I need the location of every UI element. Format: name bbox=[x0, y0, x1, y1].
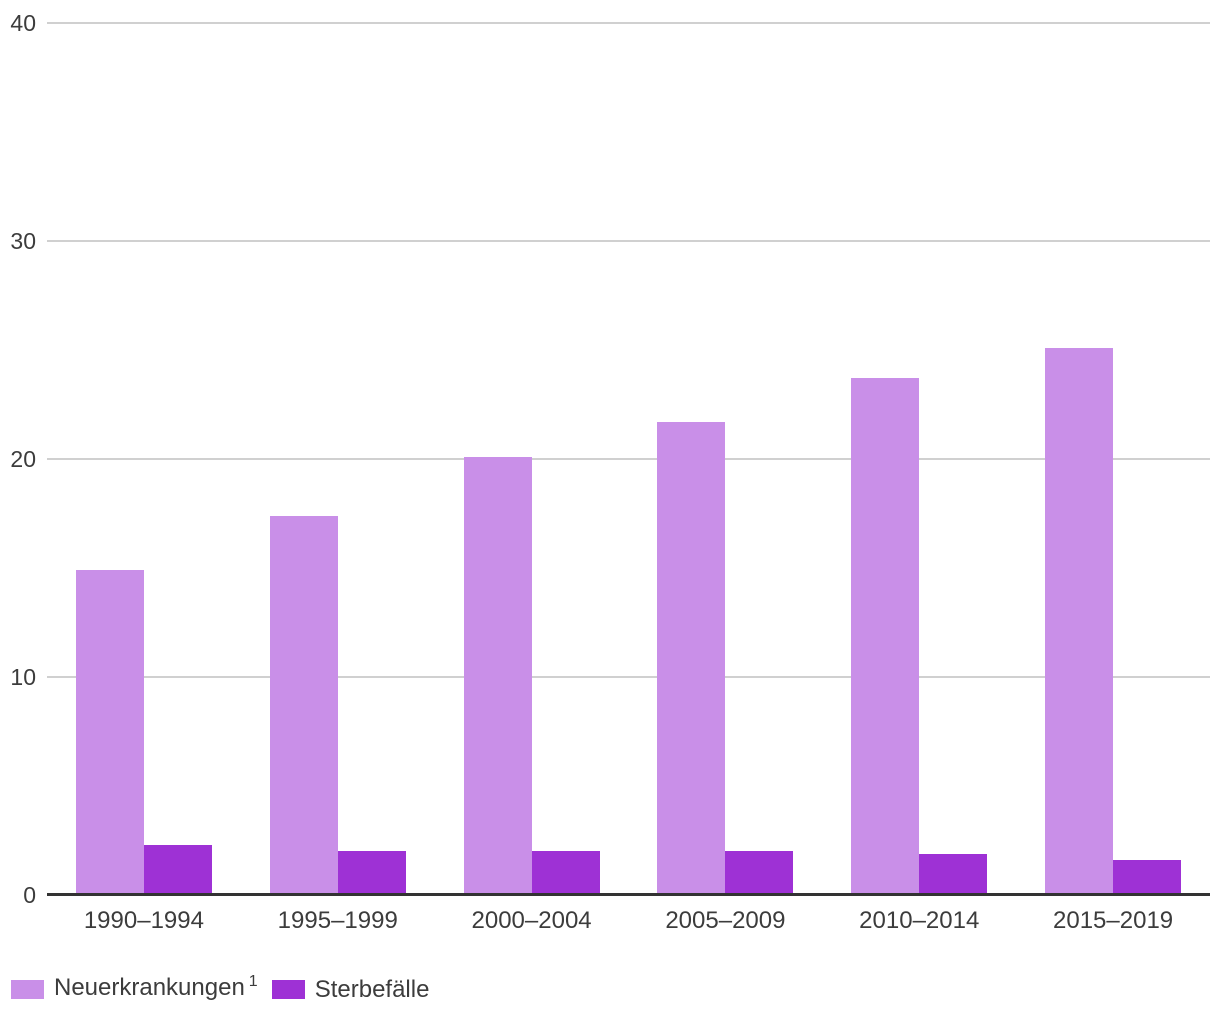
bar-neuerkrankungen-4 bbox=[851, 378, 920, 895]
legend-label-neuerkrankungen: Neuerkrankungen 1 bbox=[54, 973, 258, 1001]
x-axis-line bbox=[47, 893, 1210, 896]
legend-item-sterbefaelle: Sterbefälle bbox=[271, 975, 430, 1003]
legend-swatch-neuerkrankungen bbox=[11, 980, 44, 999]
bar-sterbefaelle-1 bbox=[337, 851, 406, 895]
x-axis-category-label-0: 1990–1994 bbox=[83, 907, 204, 934]
legend-label-sterbefaelle: Sterbefälle bbox=[314, 975, 430, 1003]
bar-neuerkrankungen-2 bbox=[463, 456, 532, 895]
y-axis-tick-label-20: 20 bbox=[10, 446, 36, 472]
bar-sterbefaelle-3 bbox=[725, 851, 794, 895]
legend: Neuerkrankungen 1 Sterbefälle bbox=[11, 973, 430, 1004]
bar-sterbefaelle-4 bbox=[919, 853, 988, 895]
x-axis-category-label-1: 1995–1999 bbox=[277, 907, 398, 934]
x-axis-category-label-4: 2010–2014 bbox=[859, 907, 980, 934]
legend-item-neuerkrankungen: Neuerkrankungen 1 bbox=[11, 973, 258, 1004]
gridline-20 bbox=[47, 458, 1210, 460]
bar-neuerkrankungen-3 bbox=[657, 421, 726, 895]
legend-swatch-sterbefaelle bbox=[271, 980, 305, 999]
y-axis-tick-label-30: 30 bbox=[10, 228, 36, 254]
gridline-30 bbox=[47, 240, 1210, 242]
legend-footnote-marker: 1 bbox=[248, 973, 258, 990]
bar-sterbefaelle-5 bbox=[1113, 860, 1182, 895]
x-axis-category-label-2: 2000–2004 bbox=[471, 907, 592, 934]
x-axis-category-label-3: 2005–2009 bbox=[665, 907, 786, 934]
bar-neuerkrankungen-0 bbox=[75, 570, 144, 895]
bar-sterbefaelle-0 bbox=[143, 844, 212, 895]
bar-sterbefaelle-2 bbox=[531, 851, 600, 895]
gridline-40 bbox=[47, 22, 1210, 24]
bar-neuerkrankungen-5 bbox=[1045, 347, 1114, 895]
y-axis-tick-label-10: 10 bbox=[10, 664, 36, 690]
y-axis-tick-label-0: 0 bbox=[23, 882, 36, 908]
y-axis-tick-label-40: 40 bbox=[10, 10, 36, 36]
gridline-10 bbox=[47, 676, 1210, 678]
x-axis-category-label-5: 2015–2019 bbox=[1053, 907, 1174, 934]
bar-neuerkrankungen-1 bbox=[269, 515, 338, 895]
